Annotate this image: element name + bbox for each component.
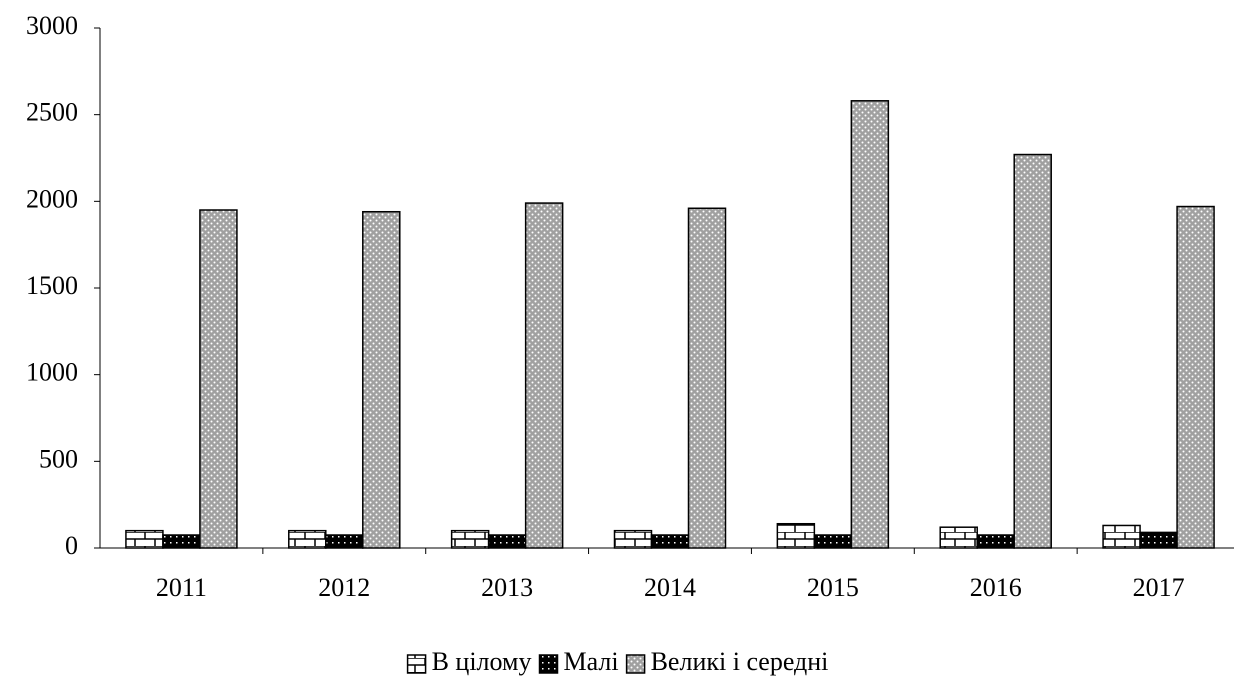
bar: [1139, 531, 1178, 549]
bar: [813, 534, 853, 549]
bar: [1176, 205, 1215, 549]
bar: [325, 534, 364, 549]
bar: [850, 100, 890, 549]
x-tick-label: 2013: [481, 573, 533, 602]
legend-swatch: [406, 654, 427, 674]
x-tick-label: 2016: [970, 573, 1022, 602]
x-tick-label: 2011: [156, 573, 207, 602]
bar: [199, 209, 238, 549]
bar: [487, 534, 527, 549]
x-tick-label: 2017: [1133, 573, 1185, 602]
y-tick-label: 500: [39, 444, 78, 473]
y-tick-label: 2000: [26, 184, 78, 213]
bar: [162, 534, 201, 549]
bar: [450, 529, 490, 549]
bar: [1013, 153, 1052, 549]
y-tick-label: 0: [65, 531, 78, 560]
y-tick-label: 2500: [26, 98, 78, 127]
legend-swatch: [625, 654, 646, 674]
bar: [976, 534, 1015, 549]
bar: [288, 529, 327, 549]
y-tick-label: 3000: [26, 11, 78, 40]
x-tick-label: 2012: [318, 573, 370, 602]
bar: [524, 202, 564, 549]
legend-label: В цілому: [432, 647, 532, 676]
bar: [687, 207, 727, 549]
y-tick-label: 1500: [26, 271, 78, 300]
legend-label: Великі і середні: [651, 647, 829, 676]
y-tick-label: 1000: [26, 358, 78, 387]
x-tick-label: 2015: [807, 573, 859, 602]
bar: [362, 210, 401, 549]
bar: [125, 529, 164, 549]
bar: [939, 526, 978, 549]
bar: [650, 534, 690, 549]
legend-label: Малі: [564, 647, 619, 676]
legend-swatch: [538, 654, 559, 674]
bar: [776, 522, 816, 549]
x-tick-label: 2014: [644, 573, 696, 602]
bar: [1102, 524, 1141, 549]
bar: [613, 529, 653, 549]
